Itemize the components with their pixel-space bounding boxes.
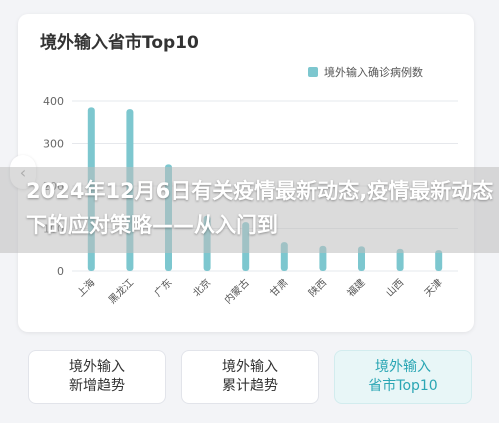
- legend-label: 境外输入确诊病例数: [324, 66, 423, 79]
- y-tick-label: 400: [43, 95, 64, 108]
- tab-label-line1: 境外输入: [222, 359, 278, 375]
- x-tick-label: 天津: [422, 277, 445, 300]
- news-overlay-band: [0, 167, 499, 253]
- tab-new-trend[interactable]: 境外输入 新增趋势: [28, 350, 166, 404]
- x-tick-label: 黑龙江: [106, 276, 136, 306]
- legend-swatch: [308, 67, 318, 77]
- tab-label-line1: 境外输入: [69, 359, 125, 375]
- x-tick-label: 甘肃: [267, 276, 290, 299]
- x-tick-label: 山西: [384, 277, 407, 300]
- news-overlay-headline[interactable]: 2024年12月6日有关疫情最新动态,疫情最新动态下的应对策略——从入门到: [26, 179, 494, 237]
- chart-title: 境外输入省市Top10: [40, 33, 199, 53]
- bar-8: [396, 248, 404, 271]
- x-tick-label: 内蒙古: [221, 276, 251, 306]
- x-tick-label: 广东: [151, 276, 174, 299]
- tab-label-line2: 新增趋势: [69, 378, 125, 394]
- tab-cumulative-trend[interactable]: 境外输入 累计趋势: [181, 350, 319, 404]
- chart-tabs: 境外输入新增趋势 境外输入累计趋势 境外输入省市Top10: [28, 350, 473, 406]
- tab-label-line1: 境外输入: [374, 359, 431, 375]
- chart-legend[interactable]: 境外输入确诊病例数: [308, 64, 423, 80]
- x-tick-label: 陕西: [306, 276, 329, 299]
- tab-province-top10[interactable]: 境外输入省市Top10: [334, 350, 472, 404]
- tab-label-line2: 省市Top10: [368, 378, 438, 394]
- y-tick-label: 0: [57, 265, 64, 278]
- x-tick-label: 北京: [190, 276, 213, 299]
- x-tick-label: 上海: [74, 276, 97, 299]
- tab-label-line2: 累计趋势: [222, 378, 278, 394]
- y-tick-label: 300: [43, 138, 64, 151]
- bar-9: [435, 250, 443, 271]
- x-tick-label: 福建: [344, 276, 367, 299]
